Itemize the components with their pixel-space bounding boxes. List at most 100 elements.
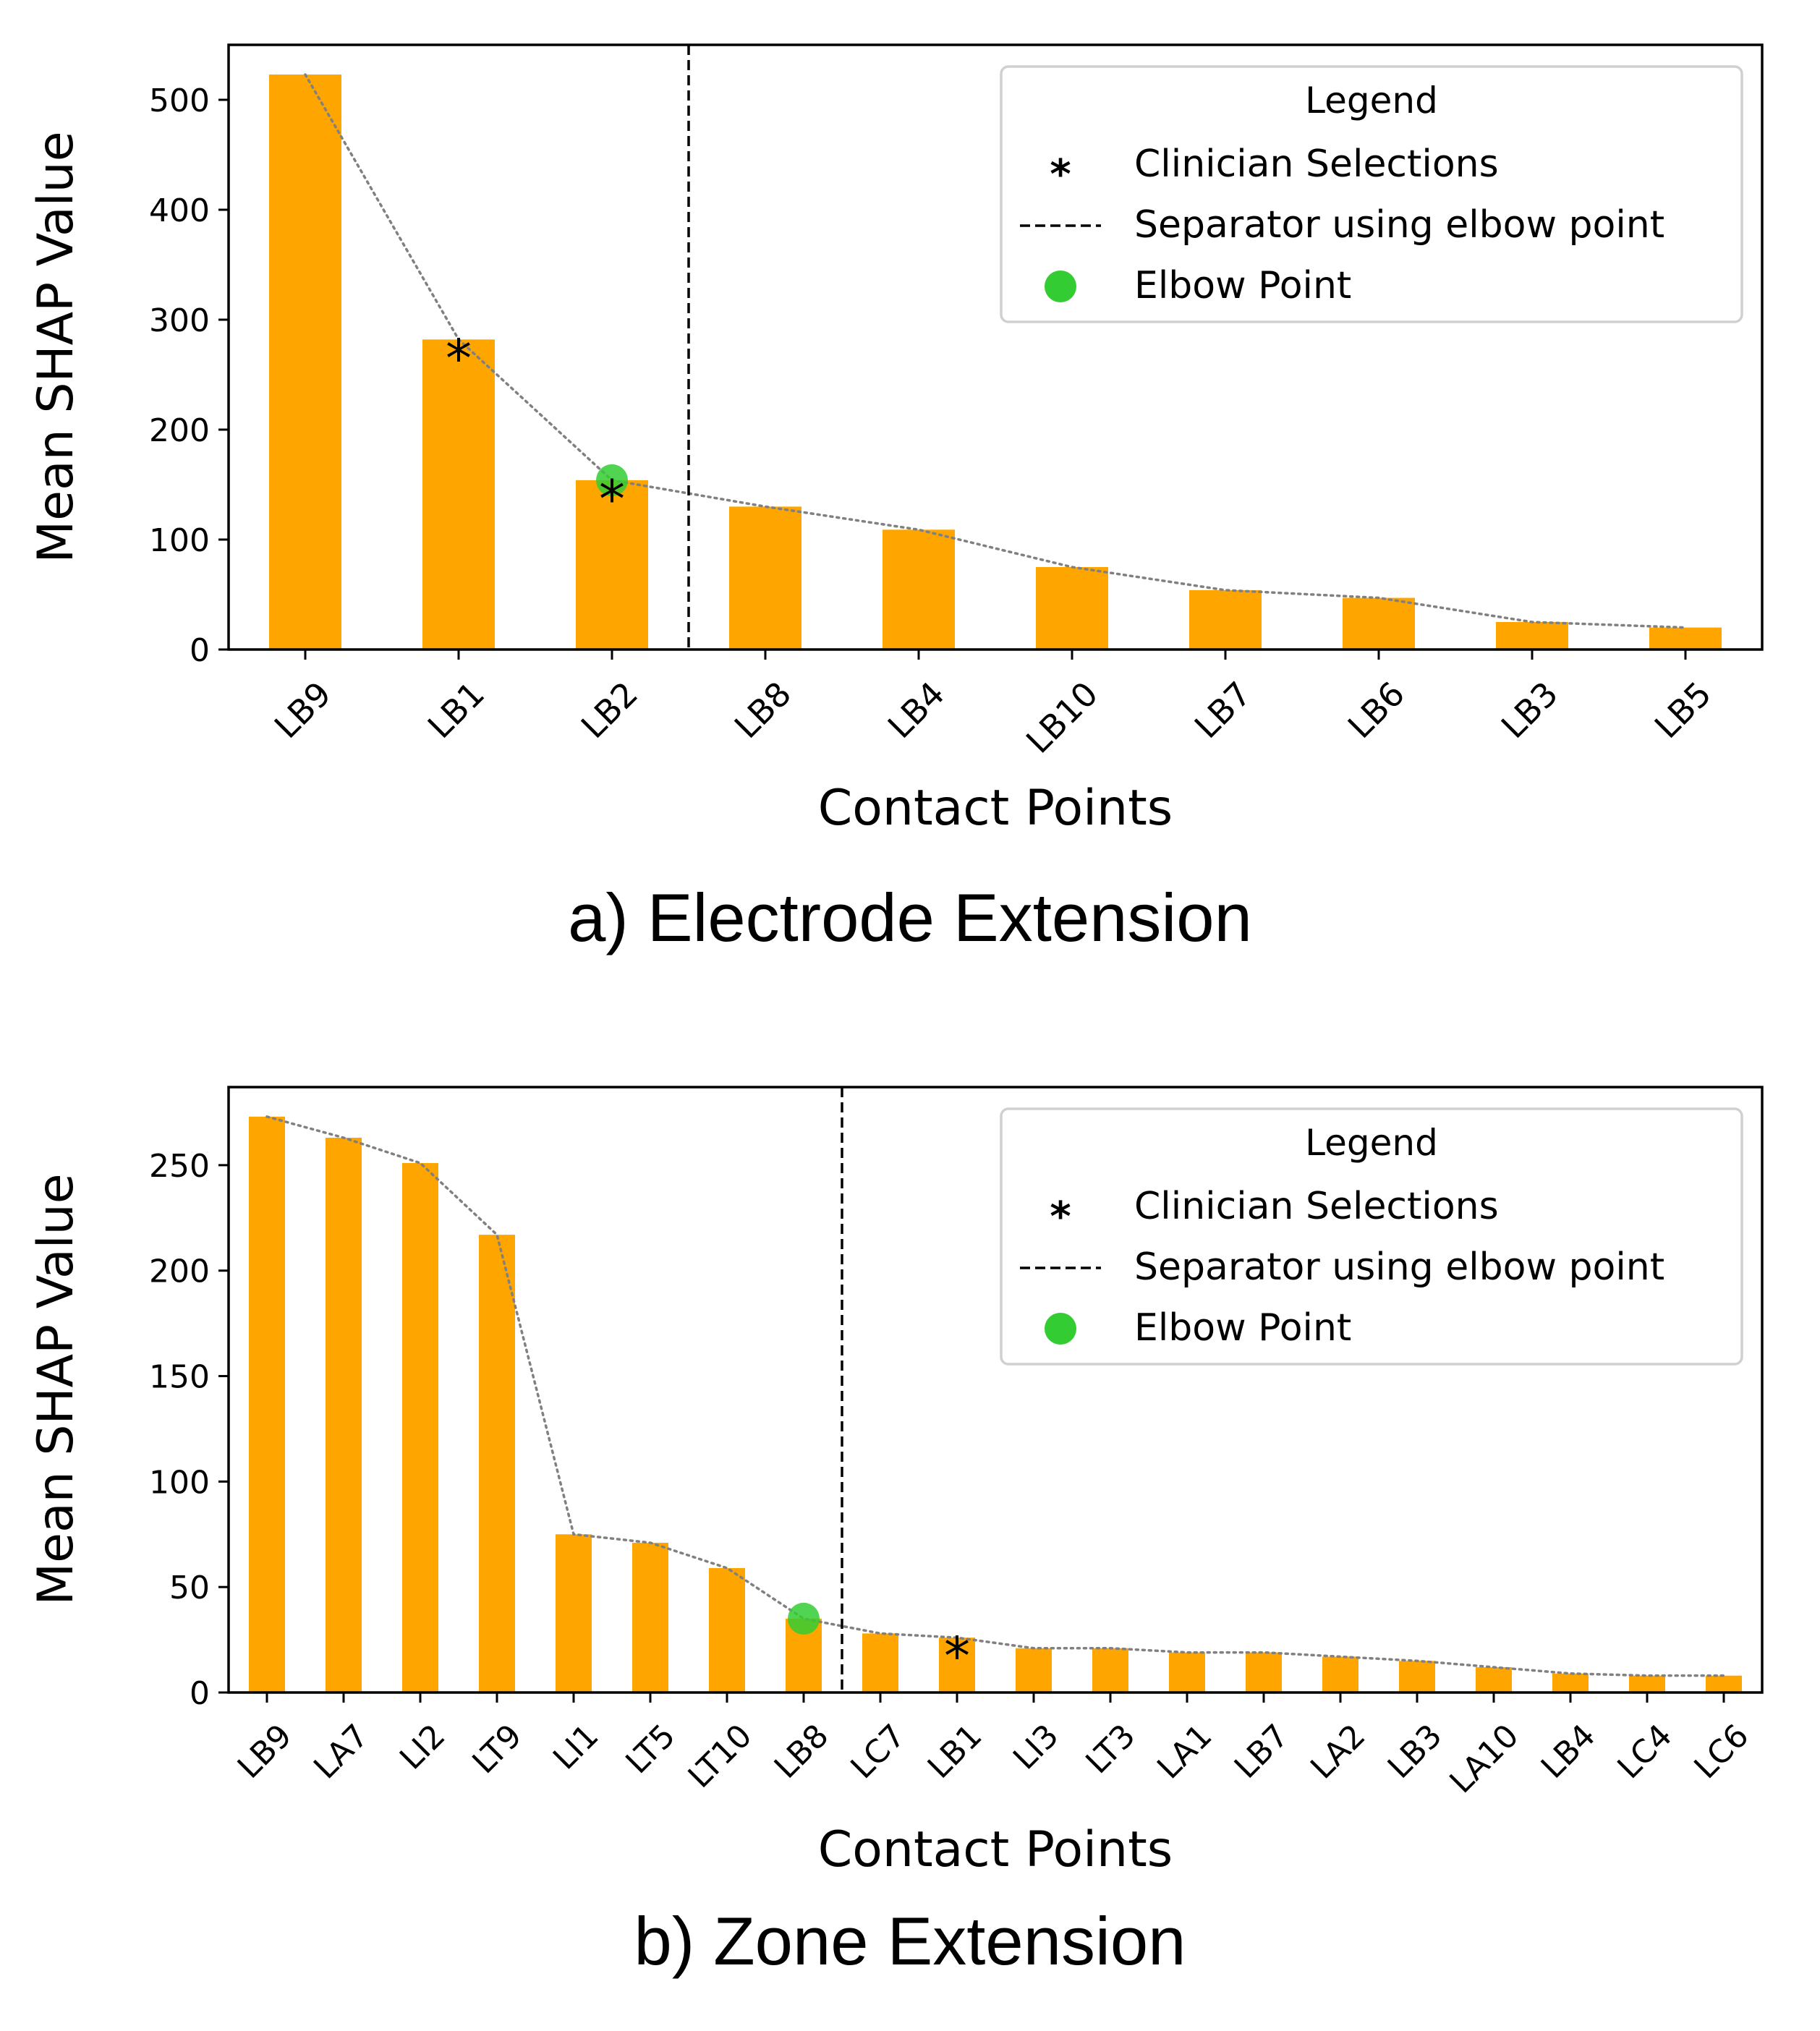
bar-LB7 [1246, 1652, 1282, 1692]
x-tick-label-LB8: LB8 [767, 1717, 836, 1786]
x-tick-label-LB1: LB1 [921, 1717, 990, 1786]
bar-LB3 [1399, 1661, 1435, 1692]
x-tick-label-LB3: LB3 [1381, 1717, 1450, 1786]
y-tick-label: 300 [149, 302, 210, 339]
y-tick-label: 150 [149, 1359, 210, 1396]
legend-entry-label: Clinician Selections [1134, 142, 1499, 186]
legend-box [1000, 1107, 1743, 1366]
y-tick-label: 250 [149, 1148, 210, 1185]
bar-LT9 [479, 1235, 515, 1692]
legend-entry-label: Clinician Selections [1134, 1185, 1499, 1228]
bar-LI1 [556, 1534, 592, 1692]
bar-LI3 [1016, 1648, 1052, 1692]
trend-line [265, 1115, 1725, 1677]
x-tick-label-LA2: LA2 [1304, 1717, 1372, 1786]
clinician-selection-LB2: * [599, 469, 625, 529]
x-tick-label-LB7: LB7 [1228, 1717, 1296, 1786]
x-tick-label-LB10: LB10 [1019, 674, 1105, 761]
x-axis-label: Contact Points [818, 780, 1173, 837]
x-tick-label-LB5: LB5 [1647, 674, 1719, 746]
trend-line [304, 73, 1687, 629]
legend-marker-circle [1045, 271, 1076, 302]
y-tick-label: 200 [149, 1253, 210, 1290]
bar-LC7 [862, 1633, 898, 1692]
x-tick-label-LB6: LB6 [1340, 674, 1412, 746]
bar-LC4 [1629, 1675, 1665, 1692]
bar-LB1 [939, 1638, 975, 1692]
x-tick-label-LB2: LB2 [574, 674, 645, 746]
bar-LB4 [1552, 1673, 1589, 1692]
legend: Legend * Clinician Selections Separator usi… [1000, 65, 1743, 323]
x-tick-label-LI2: LI2 [393, 1717, 452, 1776]
caption-a: a) Electrode Extension [568, 880, 1252, 955]
y-tick-label: 50 [169, 1570, 210, 1606]
bar-LB3 [1496, 622, 1568, 650]
x-tick-label-LA7: LA7 [307, 1717, 375, 1786]
elbow-point [788, 1602, 820, 1635]
bar-LB9 [269, 74, 341, 650]
legend-box [1000, 65, 1743, 323]
bar-LB9 [249, 1116, 285, 1692]
chart-a: * * 0 100 200 300 400 500 LB9 LB1 LB2 LB8 LB4 LB10 LB7… [27, 43, 1764, 837]
x-axis-label: Contact Points [818, 1821, 1173, 1878]
clinician-selection-LB1: * [944, 1626, 970, 1687]
y-tick-label: 0 [190, 1675, 210, 1712]
bar-LB5 [1649, 627, 1722, 650]
bar-LB6 [1343, 597, 1415, 650]
y-axis-label: Mean SHAP Value [27, 131, 85, 563]
y-tick-label: 100 [149, 1464, 210, 1501]
axes-frame [227, 1086, 1764, 1694]
legend-marker-asterisk: * [1050, 1193, 1071, 1240]
bar-LB4 [883, 529, 955, 650]
legend-marker-circle [1045, 1313, 1076, 1345]
y-tick-label: 0 [190, 632, 210, 669]
x-tick-label-LC4: LC4 [1610, 1717, 1679, 1786]
y-tick-label: 500 [149, 82, 210, 119]
x-tick-label-LB9: LB9 [267, 674, 339, 746]
bar-LT3 [1092, 1648, 1128, 1692]
legend-entry-label: Elbow Point [1134, 1306, 1351, 1350]
legend-entry-label: Separator using elbow point [1134, 203, 1664, 247]
legend-title: Legend [1305, 1122, 1438, 1164]
bar-LC6 [1706, 1675, 1742, 1692]
x-tick-label-LB3: LB3 [1494, 674, 1565, 746]
bar-LA10 [1476, 1667, 1512, 1692]
bar-LT10 [709, 1567, 745, 1692]
axes-frame [227, 43, 1764, 651]
bar-LI2 [402, 1162, 438, 1692]
y-axis-label: Mean SHAP Value [27, 1173, 85, 1605]
y-tick-label: 400 [149, 192, 210, 229]
x-tick-label-LB8: LB8 [727, 674, 799, 746]
legend: Legend * Clinician Selections Separator usi… [1000, 1107, 1743, 1366]
y-tick-label: 100 [149, 522, 210, 559]
bar-LB8 [729, 506, 801, 650]
legend-entry-label: Separator using elbow point [1134, 1246, 1664, 1289]
elbow-point [596, 464, 628, 496]
x-tick-label-LI1: LI1 [546, 1717, 605, 1776]
x-tick-label-LB4: LB4 [1534, 1717, 1603, 1786]
x-tick-label-LB9: LB9 [231, 1717, 299, 1786]
x-tick-label-LC6: LC6 [1687, 1717, 1756, 1786]
x-tick-label-LC7: LC7 [843, 1717, 912, 1786]
x-tick-label-LT9: LT9 [465, 1717, 529, 1781]
bar-LB2 [576, 480, 648, 650]
x-tick-label-LA10: LA10 [1442, 1717, 1526, 1800]
x-tick-label-LB4: LB4 [880, 674, 952, 746]
legend-title: Legend [1305, 80, 1438, 122]
bar-LB1 [422, 339, 495, 650]
x-tick-label-LB1: LB1 [420, 674, 492, 746]
x-tick-label-LA1: LA1 [1150, 1717, 1219, 1786]
x-tick-label-LB7: LB7 [1187, 674, 1259, 746]
y-tick-label: 200 [149, 412, 210, 449]
x-tick-label-LT10: LT10 [681, 1717, 760, 1795]
bar-LA2 [1322, 1656, 1358, 1692]
bar-LA1 [1169, 1652, 1205, 1692]
bar-LT5 [632, 1542, 668, 1692]
legend-entry-label: Elbow Point [1134, 264, 1351, 307]
x-tick-label-LI3: LI3 [1006, 1717, 1066, 1776]
caption-b: b) Zone Extension [634, 1903, 1186, 1979]
bar-LB7 [1189, 589, 1262, 650]
bar-LB10 [1036, 567, 1108, 650]
